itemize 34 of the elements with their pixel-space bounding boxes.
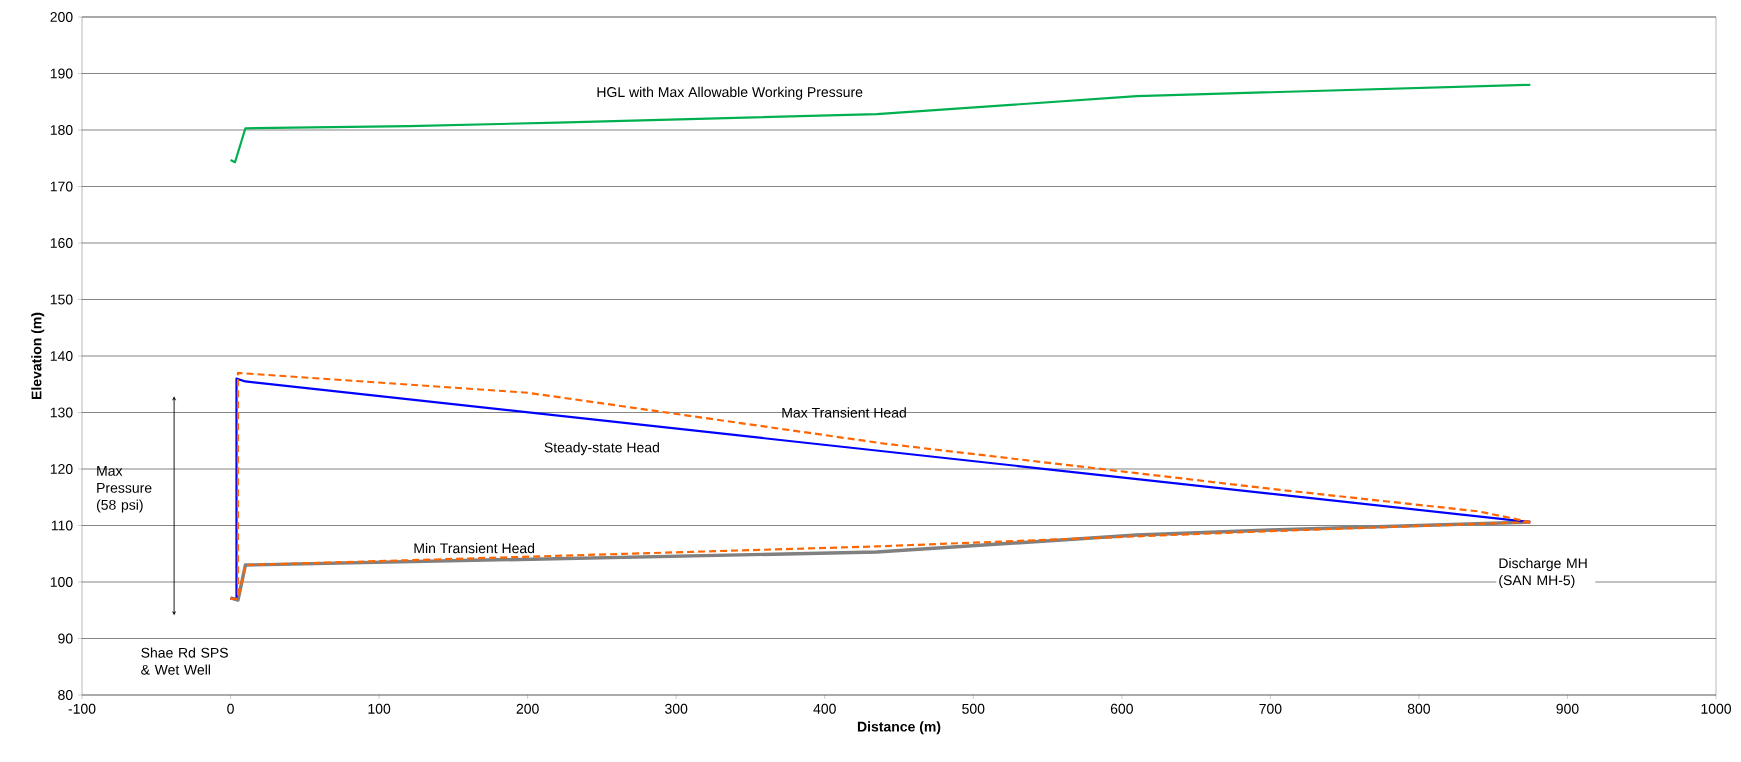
x-tick-label: -100 — [68, 703, 96, 714]
x-tick-label: 600 — [1110, 703, 1133, 714]
annotation: Shae Rd SPS & Wet Well — [141, 647, 228, 675]
annotation: HGL with Max Allowable Working Pressure — [597, 86, 863, 100]
x-tick-label: 1000 — [1701, 703, 1732, 714]
y-tick-label: 170 — [50, 181, 73, 192]
x-axis-title: Distance (m) — [857, 721, 941, 735]
y-tick-label: 180 — [50, 125, 73, 135]
y-tick-label: 200 — [50, 12, 73, 22]
annotation: Max Transient Head — [782, 407, 906, 418]
x-tick-label: 300 — [665, 703, 688, 714]
y-tick-label: 150 — [50, 294, 73, 305]
annotation: Discharge MH (SAN MH-5) — [1499, 557, 1587, 588]
x-tick-label: 100 — [368, 703, 391, 714]
y-tick-label: 110 — [51, 520, 73, 531]
annotation: Min Transient Head — [414, 542, 535, 554]
annotation: Max Pressure (58 psi) — [96, 466, 152, 513]
y-tick-label: 100 — [50, 577, 73, 587]
y-tick-label: 130 — [50, 407, 73, 418]
x-tick-label: 200 — [516, 703, 539, 714]
y-axis-title: Elevation (m) — [31, 312, 45, 400]
x-tick-label: 800 — [1407, 703, 1431, 714]
x-tick-label: 400 — [813, 703, 836, 714]
y-tick-label: 120 — [50, 464, 73, 474]
x-tick-label: 0 — [227, 703, 234, 714]
y-tick-label: 190 — [50, 68, 73, 79]
x-tick-label: 500 — [962, 703, 985, 714]
x-tick-label: 700 — [1259, 703, 1282, 714]
annotation: Steady-state Head — [544, 442, 659, 456]
y-tick-label: 90 — [58, 633, 73, 644]
y-tick-label: 80 — [58, 690, 73, 700]
y-tick-label: 140 — [50, 351, 73, 361]
x-tick-label: 900 — [1556, 703, 1579, 714]
y-tick-label: 160 — [50, 238, 73, 248]
